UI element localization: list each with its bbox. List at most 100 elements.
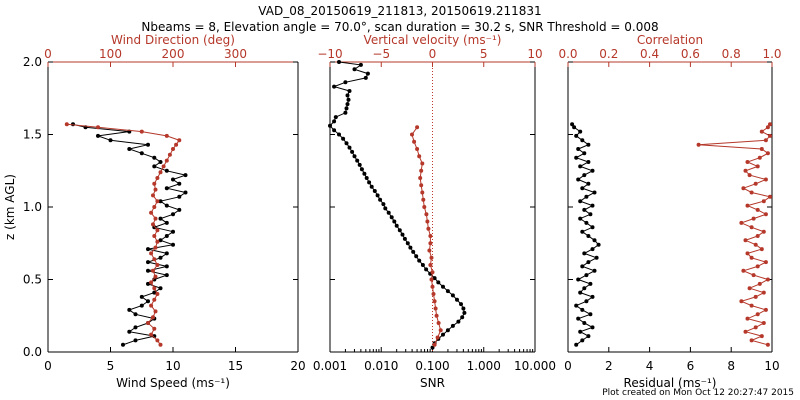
wind-series-1-point bbox=[152, 234, 157, 238]
snr-series-0-point bbox=[375, 193, 380, 198]
snr-series-1-point bbox=[424, 212, 429, 217]
residual-series-0-point bbox=[586, 260, 591, 265]
residual-series-1-point bbox=[755, 164, 760, 169]
wind-series-0-point bbox=[133, 312, 138, 317]
residual-series-1-point bbox=[763, 307, 768, 312]
residual-series-1-point bbox=[749, 225, 754, 230]
snr-series-1-point bbox=[433, 306, 438, 311]
wind-series-0-point bbox=[171, 212, 175, 217]
residual-series-0-point bbox=[588, 312, 593, 317]
snr-series-1-line bbox=[411, 127, 442, 345]
residual-series-1-point bbox=[745, 203, 750, 208]
wind-series-0-point bbox=[177, 181, 182, 186]
residual-series-0-point bbox=[582, 321, 587, 325]
snr-series-0-point bbox=[343, 80, 348, 85]
snr-series-0-point bbox=[367, 180, 372, 185]
wind-series-1-point bbox=[151, 193, 155, 198]
wind-series-0-point bbox=[171, 177, 175, 182]
wind-xtick-label: 15 bbox=[228, 359, 243, 373]
snr-top-tick-label: 0 bbox=[429, 47, 437, 61]
wind-series-0-point bbox=[164, 168, 169, 173]
wind-top-tick-label: 200 bbox=[162, 47, 185, 61]
residual-series-0-point bbox=[580, 229, 585, 234]
residual-series-1-point bbox=[763, 138, 768, 143]
residual-series-1-point bbox=[757, 155, 762, 160]
snr-xtick-label: 0.001 bbox=[313, 359, 347, 373]
residual-series-0-point bbox=[584, 273, 589, 278]
wind-series-0-point bbox=[164, 203, 169, 208]
snr-series-0-point bbox=[347, 89, 352, 93]
wind-series-0-point bbox=[152, 155, 157, 160]
snr-top-axis-label: Vertical velocity (ms⁻¹) bbox=[364, 33, 502, 47]
snr-series-1-point bbox=[427, 248, 432, 253]
snr-series-1-point bbox=[420, 190, 425, 195]
wind-series-1-point bbox=[149, 280, 154, 285]
residual-series-1-point bbox=[765, 342, 770, 347]
snr-series-0-point bbox=[405, 241, 410, 246]
wind-series-0-point bbox=[164, 251, 169, 256]
residual-series-1-point bbox=[745, 160, 750, 164]
chart-title: VAD_08_20150619_211813, 20150619.211831 bbox=[258, 4, 542, 18]
wind-xtick-label: 10 bbox=[165, 359, 180, 373]
residual-series-1-point bbox=[743, 329, 748, 334]
residual-series-0-point bbox=[580, 264, 585, 269]
residual-series-0-point bbox=[590, 225, 595, 230]
snr-series-1-point bbox=[432, 299, 437, 304]
snr-series-0-point bbox=[400, 232, 405, 237]
residual-series-0-point bbox=[584, 220, 589, 225]
snr-series-0-point bbox=[417, 258, 422, 263]
residual-top-tick-label: 0.2 bbox=[599, 47, 618, 61]
residual-series-1-point bbox=[759, 129, 764, 134]
residual-xtick-label: 8 bbox=[727, 359, 735, 373]
wind-xtick-label: 0 bbox=[44, 359, 52, 373]
wind-series-0-point bbox=[171, 229, 175, 234]
residual-series-0-point bbox=[586, 142, 591, 147]
residual-series-0-point bbox=[586, 334, 591, 339]
residual-series-1-point bbox=[759, 334, 764, 339]
wind-series-0-point bbox=[171, 242, 175, 247]
residual-series-1-point bbox=[765, 151, 770, 156]
snr-series-0-point bbox=[450, 323, 455, 328]
snr-series-0-point bbox=[402, 236, 407, 241]
residual-series-1-point bbox=[761, 229, 766, 234]
residual-series-1-point bbox=[761, 199, 766, 204]
chart-subtitle: Nbeams = 8, Elevation angle = 70.0°, sca… bbox=[141, 20, 659, 34]
wind-series-0-point bbox=[164, 273, 169, 278]
wind-series-0-point bbox=[158, 238, 163, 243]
wind-series-1-point bbox=[96, 125, 100, 130]
residual-series-1-point bbox=[768, 133, 772, 138]
residual-series-0-point bbox=[574, 133, 579, 138]
residual-series-1-point bbox=[765, 277, 770, 282]
snr-series-0-point bbox=[337, 132, 341, 137]
snr-series-0-point bbox=[455, 297, 459, 302]
ytick-label: 1.0 bbox=[23, 200, 42, 214]
residual-series-1-point bbox=[749, 255, 754, 260]
residual-series-1-point bbox=[755, 312, 760, 317]
wind-series-1-point bbox=[164, 133, 169, 138]
residual-series-0-point bbox=[582, 207, 587, 212]
residual-series-0-point bbox=[584, 194, 589, 199]
snr-series-0-point bbox=[432, 276, 437, 281]
snr-xtick-label: 1.000 bbox=[467, 359, 501, 373]
snr-top-tick-label: −10 bbox=[317, 47, 342, 61]
wind-series-1-line bbox=[66, 123, 181, 346]
snr-series-0-point bbox=[352, 67, 357, 72]
wind-series-1-point bbox=[155, 292, 160, 296]
snr-series-0-point bbox=[460, 315, 465, 320]
snr-series-0-line bbox=[329, 61, 465, 348]
wind-series-0-point bbox=[146, 260, 150, 265]
wind-series-1-point bbox=[177, 138, 182, 143]
snr-series-1-point bbox=[419, 168, 424, 173]
snr-series-0-point bbox=[333, 115, 338, 120]
snr-panel: 0.001 0.010 0.100 1.000 10.000 SNR −10 −5 0 5 10 Ve… bbox=[313, 33, 556, 390]
wind-series-1-point bbox=[152, 205, 157, 209]
snr-series-0-point bbox=[408, 245, 413, 250]
residual-series-1-point bbox=[739, 220, 744, 225]
snr-series-0-point bbox=[352, 154, 357, 159]
residual-series-1-point bbox=[755, 207, 760, 212]
snr-series-0-point bbox=[372, 189, 377, 193]
residual-series-0-point bbox=[570, 122, 575, 127]
snr-series-1-point bbox=[412, 139, 417, 144]
wind-series-0-line bbox=[72, 123, 188, 346]
